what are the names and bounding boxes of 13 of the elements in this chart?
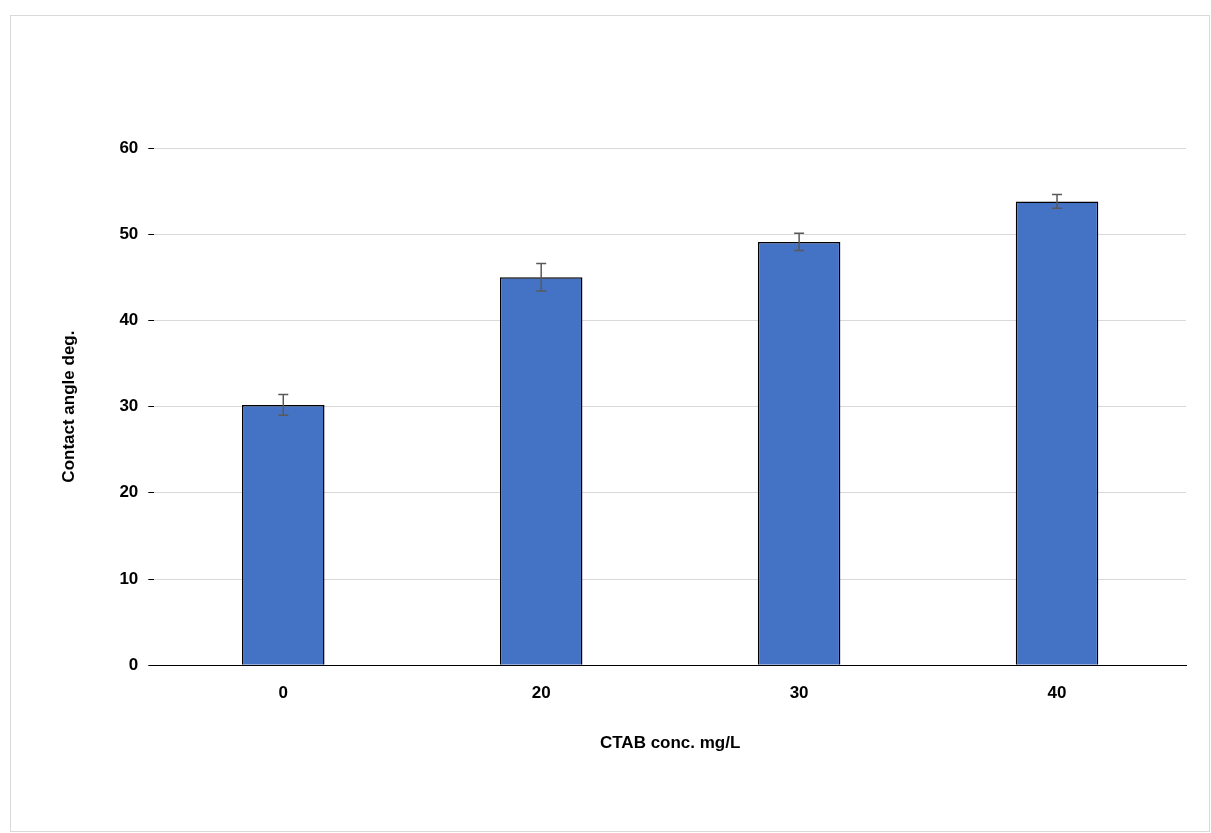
y-tick-label: 60 bbox=[119, 137, 139, 157]
y-tick-label: 0 bbox=[128, 654, 139, 674]
x-tick-label: 40 bbox=[1047, 683, 1067, 703]
x-tick-label: 0 bbox=[278, 683, 288, 703]
y-tick-label: 50 bbox=[119, 223, 139, 243]
y-axis-title: Contact angle deg. bbox=[58, 330, 78, 483]
y-tick-label: 40 bbox=[119, 310, 139, 330]
x-tick-label: 30 bbox=[789, 683, 809, 703]
y-tick-label: 20 bbox=[119, 482, 139, 502]
y-tick-label: 30 bbox=[119, 396, 139, 416]
x-tick-label: 20 bbox=[531, 683, 551, 703]
x-axis-title: CTAB conc. mg/L bbox=[599, 733, 741, 753]
y-tick-label: 10 bbox=[119, 568, 139, 588]
